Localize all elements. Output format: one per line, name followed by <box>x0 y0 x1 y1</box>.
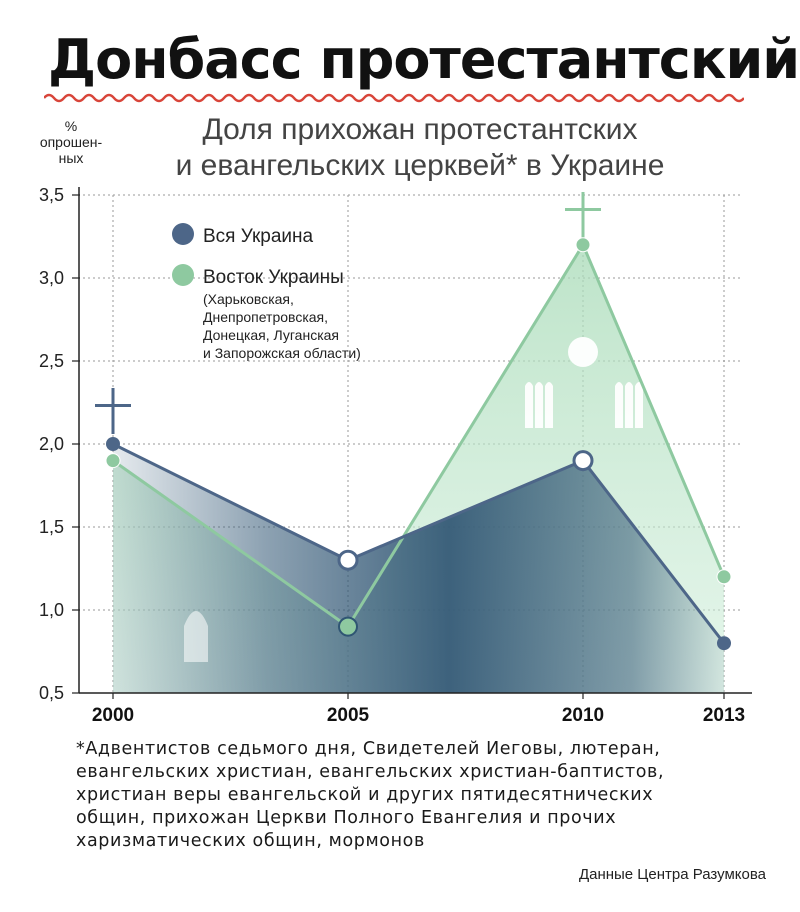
footnote: *Адвентистов седьмого дня, Свидетелей Ие… <box>76 738 776 853</box>
church-rose-window-icon <box>568 337 598 367</box>
y-tick-label-2: 1,5 <box>39 517 64 537</box>
legend-label-ukraine: Вся Украина <box>203 226 314 247</box>
data-points <box>105 237 732 651</box>
legend-note-line-4: и Запорожская области) <box>203 345 361 361</box>
y-tick-label-4: 2,5 <box>39 351 64 371</box>
point-east-2005 <box>338 616 358 637</box>
legend-note-line-3: Донецкая, Луганская <box>203 327 339 343</box>
y-tick-label-0: 0,5 <box>39 683 64 703</box>
line-east <box>112 241 726 629</box>
chart-title: Доля прихожан протестантских и евангельс… <box>100 112 740 184</box>
point-ukraine-2000 <box>106 437 120 451</box>
legend-marker-ukraine <box>172 223 194 245</box>
legend-marker-east <box>172 264 194 286</box>
line-chart: 0,5 1,0 1,5 2,0 2,5 3,0 3,5 2000 2005 2010 2013 Вс… <box>39 185 752 726</box>
footnote-line-4: общин, прихожан Церкви Полного Евангелия… <box>76 808 617 828</box>
y-tick-label-5: 3,0 <box>39 268 64 288</box>
cross-ukraine-icon <box>95 388 131 434</box>
footnote-line-1: *Адвентистов седьмого дня, Свидетелей Ие… <box>76 739 661 759</box>
point-east-2013 <box>716 569 732 585</box>
point-ukraine-2010 <box>572 450 594 472</box>
legend-note-line-2: Днепропетровская, <box>203 309 328 325</box>
legend-note-line-1: (Харьковская, <box>203 291 294 307</box>
y-tick-label-1: 1,0 <box>39 600 64 620</box>
legend-label-east: Восток Украины <box>203 267 344 288</box>
y-tick-label-6: 3,5 <box>39 185 64 205</box>
x-tick-label-2: 2010 <box>562 705 604 726</box>
wavy-divider <box>44 93 744 103</box>
y-axis-label: % опрошен- ных <box>30 118 112 166</box>
source-credit: Данные Центра Разумкова <box>578 866 766 883</box>
series-lines <box>112 241 726 645</box>
footnote-line-5: харизматических общин, мормонов <box>76 831 425 851</box>
x-tick-label-3: 2013 <box>703 705 745 726</box>
footnote-line-3: христиан веры евангельской и других пяти… <box>76 785 654 805</box>
line-ukraine <box>112 442 726 645</box>
church-window-right-icon <box>615 382 643 428</box>
x-tick-label-1: 2005 <box>327 705 370 726</box>
point-ukraine-2013 <box>717 636 731 651</box>
x-tick-label-0: 2000 <box>92 705 134 726</box>
axes: 0,5 1,0 1,5 2,0 2,5 3,0 3,5 2000 2005 2010 2013 <box>39 185 752 726</box>
legend: Вся Украина Восток Украины (Харьковская,… <box>172 223 361 361</box>
y-axis-label-line-2: опрошен- <box>39 134 103 150</box>
decorations <box>95 192 643 662</box>
point-ukraine-2005 <box>337 549 359 571</box>
point-east-2000 <box>105 453 121 469</box>
y-axis-label-line-3: ных <box>58 150 84 166</box>
cross-east-icon <box>565 192 601 238</box>
area-ukraine <box>113 444 724 693</box>
church-window-left-icon <box>525 382 553 428</box>
headline: Донбасс протестантский <box>48 28 800 91</box>
church-door-icon <box>184 611 208 662</box>
footnote-line-2: евангельских христиан, евангельских хрис… <box>76 762 665 782</box>
point-east-2010 <box>575 237 591 253</box>
y-tick-label-3: 2,0 <box>39 434 64 454</box>
chart-title-line-1: Доля прихожан протестантских <box>202 113 638 146</box>
y-axis-label-line-1: % <box>64 118 78 134</box>
chart-title-line-2: и евангельских церквей* в Украине <box>175 149 665 182</box>
